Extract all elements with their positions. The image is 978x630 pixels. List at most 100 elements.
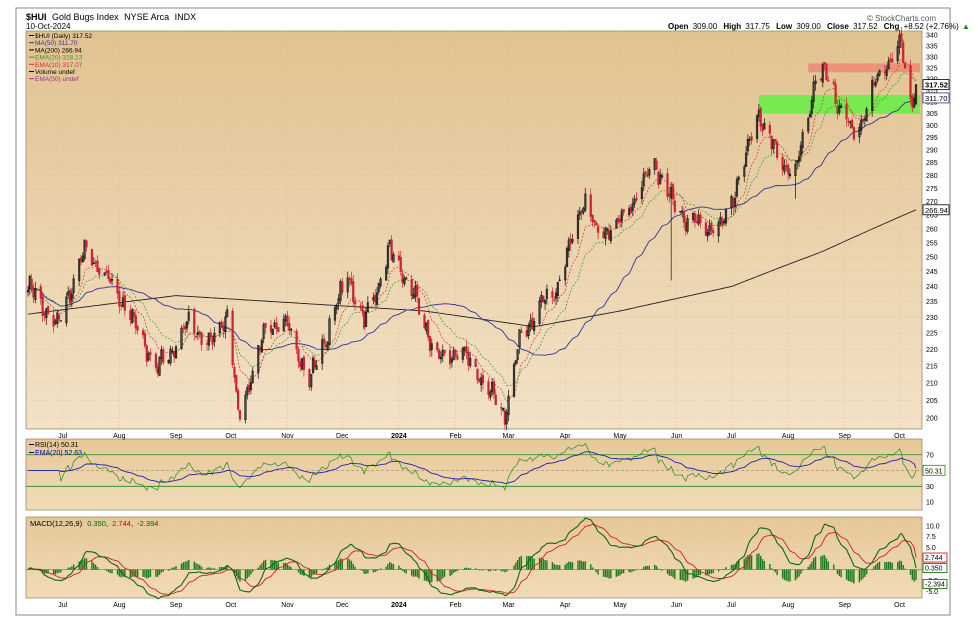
price-candle bbox=[194, 335, 198, 339]
price-candle bbox=[743, 164, 746, 183]
macd-histogram-bar bbox=[697, 569, 700, 576]
price-tick-label: 325 bbox=[926, 65, 938, 72]
macd-histogram-bar bbox=[705, 569, 707, 576]
macd-histogram-bar bbox=[564, 564, 566, 570]
macd-axis-tag-text: -2.394 bbox=[925, 582, 945, 589]
candle-body bbox=[500, 407, 503, 409]
macd-histogram-bar bbox=[502, 569, 504, 572]
candle-body bbox=[659, 174, 662, 184]
candle-body bbox=[162, 349, 165, 363]
macd-histogram-bar bbox=[568, 561, 570, 570]
macd-histogram-bar bbox=[820, 556, 822, 570]
price-candle bbox=[339, 279, 342, 305]
macd-histogram-bar bbox=[149, 569, 152, 577]
rsi-legend-entry: EMA(20) 52.63 bbox=[35, 450, 82, 457]
rsi-tick-label: 10 bbox=[926, 500, 934, 507]
macd-histogram-bar bbox=[571, 562, 574, 570]
macd-histogram-bar bbox=[286, 564, 289, 570]
macd-histogram-bar bbox=[160, 569, 163, 573]
candle-body bbox=[743, 166, 746, 177]
macd-histogram-bar bbox=[52, 569, 55, 575]
price-tick-label: 200 bbox=[926, 416, 938, 423]
price-candle bbox=[850, 117, 854, 129]
macd-histogram-bar bbox=[376, 569, 378, 572]
legend-entry: EMA(10) 317.07 bbox=[35, 62, 83, 69]
price-candle bbox=[799, 141, 802, 162]
candle-body bbox=[315, 365, 318, 370]
candle-body bbox=[542, 295, 545, 303]
candle-body bbox=[136, 326, 139, 331]
legend-entry: EMA(50) undef bbox=[35, 76, 79, 83]
candle-body bbox=[79, 257, 83, 262]
price-candle bbox=[70, 288, 73, 308]
price-candle bbox=[746, 134, 750, 156]
candle-body bbox=[410, 279, 413, 296]
candle-body bbox=[288, 323, 291, 331]
macd-histogram-bar bbox=[98, 568, 100, 570]
macd-histogram-bar bbox=[812, 558, 815, 570]
macd-histogram-bar bbox=[146, 569, 148, 579]
candle-body bbox=[260, 340, 263, 353]
price-candle bbox=[860, 114, 863, 136]
macd-histogram-bar bbox=[632, 569, 634, 572]
macd-histogram-bar bbox=[275, 561, 278, 570]
candle-body bbox=[299, 361, 302, 368]
price-candle bbox=[213, 327, 216, 347]
price-candle bbox=[169, 345, 172, 366]
candle-body bbox=[397, 255, 401, 261]
candle-body bbox=[858, 127, 861, 138]
macd-axis-tag-text: 0.350 bbox=[925, 566, 943, 573]
rsi-tick-label: 70 bbox=[926, 452, 934, 459]
macd-histogram-bar bbox=[354, 566, 356, 570]
macd-histogram-bar bbox=[655, 565, 658, 570]
macd-histogram-bar bbox=[617, 569, 619, 577]
macd-histogram-bar bbox=[487, 569, 490, 572]
macd-histogram-bar bbox=[577, 560, 579, 570]
macd-histogram-bar bbox=[385, 566, 387, 570]
macd-histogram-bar bbox=[456, 569, 459, 572]
macd-histogram-bar bbox=[341, 559, 343, 570]
macd-histogram-bar bbox=[608, 569, 610, 579]
macd-histogram-bar bbox=[772, 569, 775, 571]
price-candle bbox=[450, 356, 454, 368]
candle-body bbox=[198, 331, 201, 335]
macd-histogram-bar bbox=[809, 564, 811, 570]
price-candle bbox=[134, 309, 137, 335]
x-tick-label: Jun bbox=[671, 602, 682, 609]
candle-body bbox=[34, 288, 37, 300]
macd-histogram-bar bbox=[339, 558, 342, 570]
candle-body bbox=[233, 366, 236, 378]
candle-body bbox=[295, 330, 298, 350]
price-candle bbox=[838, 99, 841, 116]
candle-body bbox=[465, 346, 468, 354]
candle-body bbox=[852, 127, 855, 140]
price-tick-label: 300 bbox=[926, 123, 938, 130]
price-candle bbox=[584, 187, 587, 212]
price-candle bbox=[346, 271, 349, 299]
macd-histogram-bar bbox=[405, 569, 407, 574]
candle-body bbox=[363, 310, 366, 329]
price-candle bbox=[834, 79, 837, 106]
macd-histogram-bar bbox=[56, 569, 58, 574]
price-candle bbox=[335, 303, 338, 315]
candle-body bbox=[258, 347, 262, 351]
macd-histogram-bar bbox=[873, 566, 875, 570]
price-candle bbox=[620, 208, 623, 228]
price-candle bbox=[558, 275, 561, 282]
candle-body bbox=[257, 345, 260, 373]
candle-body bbox=[774, 138, 777, 142]
price-candle bbox=[885, 65, 888, 80]
candle-body bbox=[801, 132, 804, 148]
price-candle bbox=[538, 296, 541, 326]
candle-body bbox=[551, 291, 554, 298]
rsi-legend-entry: RSI(14) 50.31 bbox=[35, 442, 79, 449]
price-tick-label: 255 bbox=[926, 240, 938, 247]
macd-histogram-bar bbox=[365, 569, 367, 575]
price-candle bbox=[282, 314, 285, 332]
candle-body bbox=[335, 304, 338, 310]
candle-body bbox=[428, 336, 432, 351]
price-candle bbox=[264, 322, 267, 334]
candle-body bbox=[461, 347, 464, 360]
